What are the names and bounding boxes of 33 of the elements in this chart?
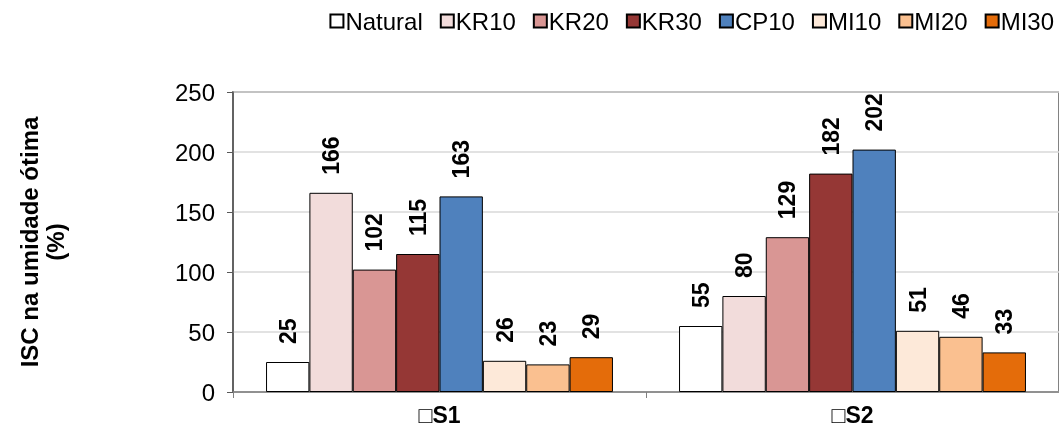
data-label: 166 <box>318 136 345 175</box>
data-label: 129 <box>774 180 801 220</box>
data-label: 80 <box>731 252 758 278</box>
legend-label: MI10 <box>827 7 882 35</box>
y-tick-label: 200 <box>174 138 215 166</box>
legend-label: CP10 <box>734 7 795 35</box>
data-label: 33 <box>991 308 1018 335</box>
data-label: 51 <box>904 287 931 313</box>
legend-label: KR10 <box>455 7 516 35</box>
legend-label: KR30 <box>641 7 702 35</box>
data-label: 102 <box>361 213 388 252</box>
data-label: 115 <box>404 198 431 236</box>
y-axis-title: ISC na umidade ótima (%) <box>15 116 69 368</box>
y-tick-label: 50 <box>188 318 215 346</box>
data-label: 23 <box>534 320 561 347</box>
x-tick-label: □S1 <box>418 401 461 428</box>
data-label: 182 <box>817 117 844 156</box>
data-label: 202 <box>861 93 888 132</box>
legend-label: MI20 <box>914 7 968 35</box>
legend-label: KR20 <box>548 7 609 35</box>
data-label: 46 <box>947 293 974 319</box>
y-tick-label: 100 <box>174 258 215 286</box>
y-tick-label: 0 <box>201 378 215 406</box>
data-label: 29 <box>578 313 605 340</box>
legend-label: Natural <box>345 7 423 35</box>
data-label: 55 <box>687 282 714 308</box>
legend-label: MI30 <box>1000 7 1054 35</box>
x-tick-label: □S2 <box>831 401 874 428</box>
y-tick-label: 250 <box>174 78 215 106</box>
data-label: 163 <box>448 140 475 179</box>
data-label: 26 <box>491 317 518 343</box>
y-tick-label: 150 <box>174 198 215 226</box>
data-label: 25 <box>274 318 301 344</box>
